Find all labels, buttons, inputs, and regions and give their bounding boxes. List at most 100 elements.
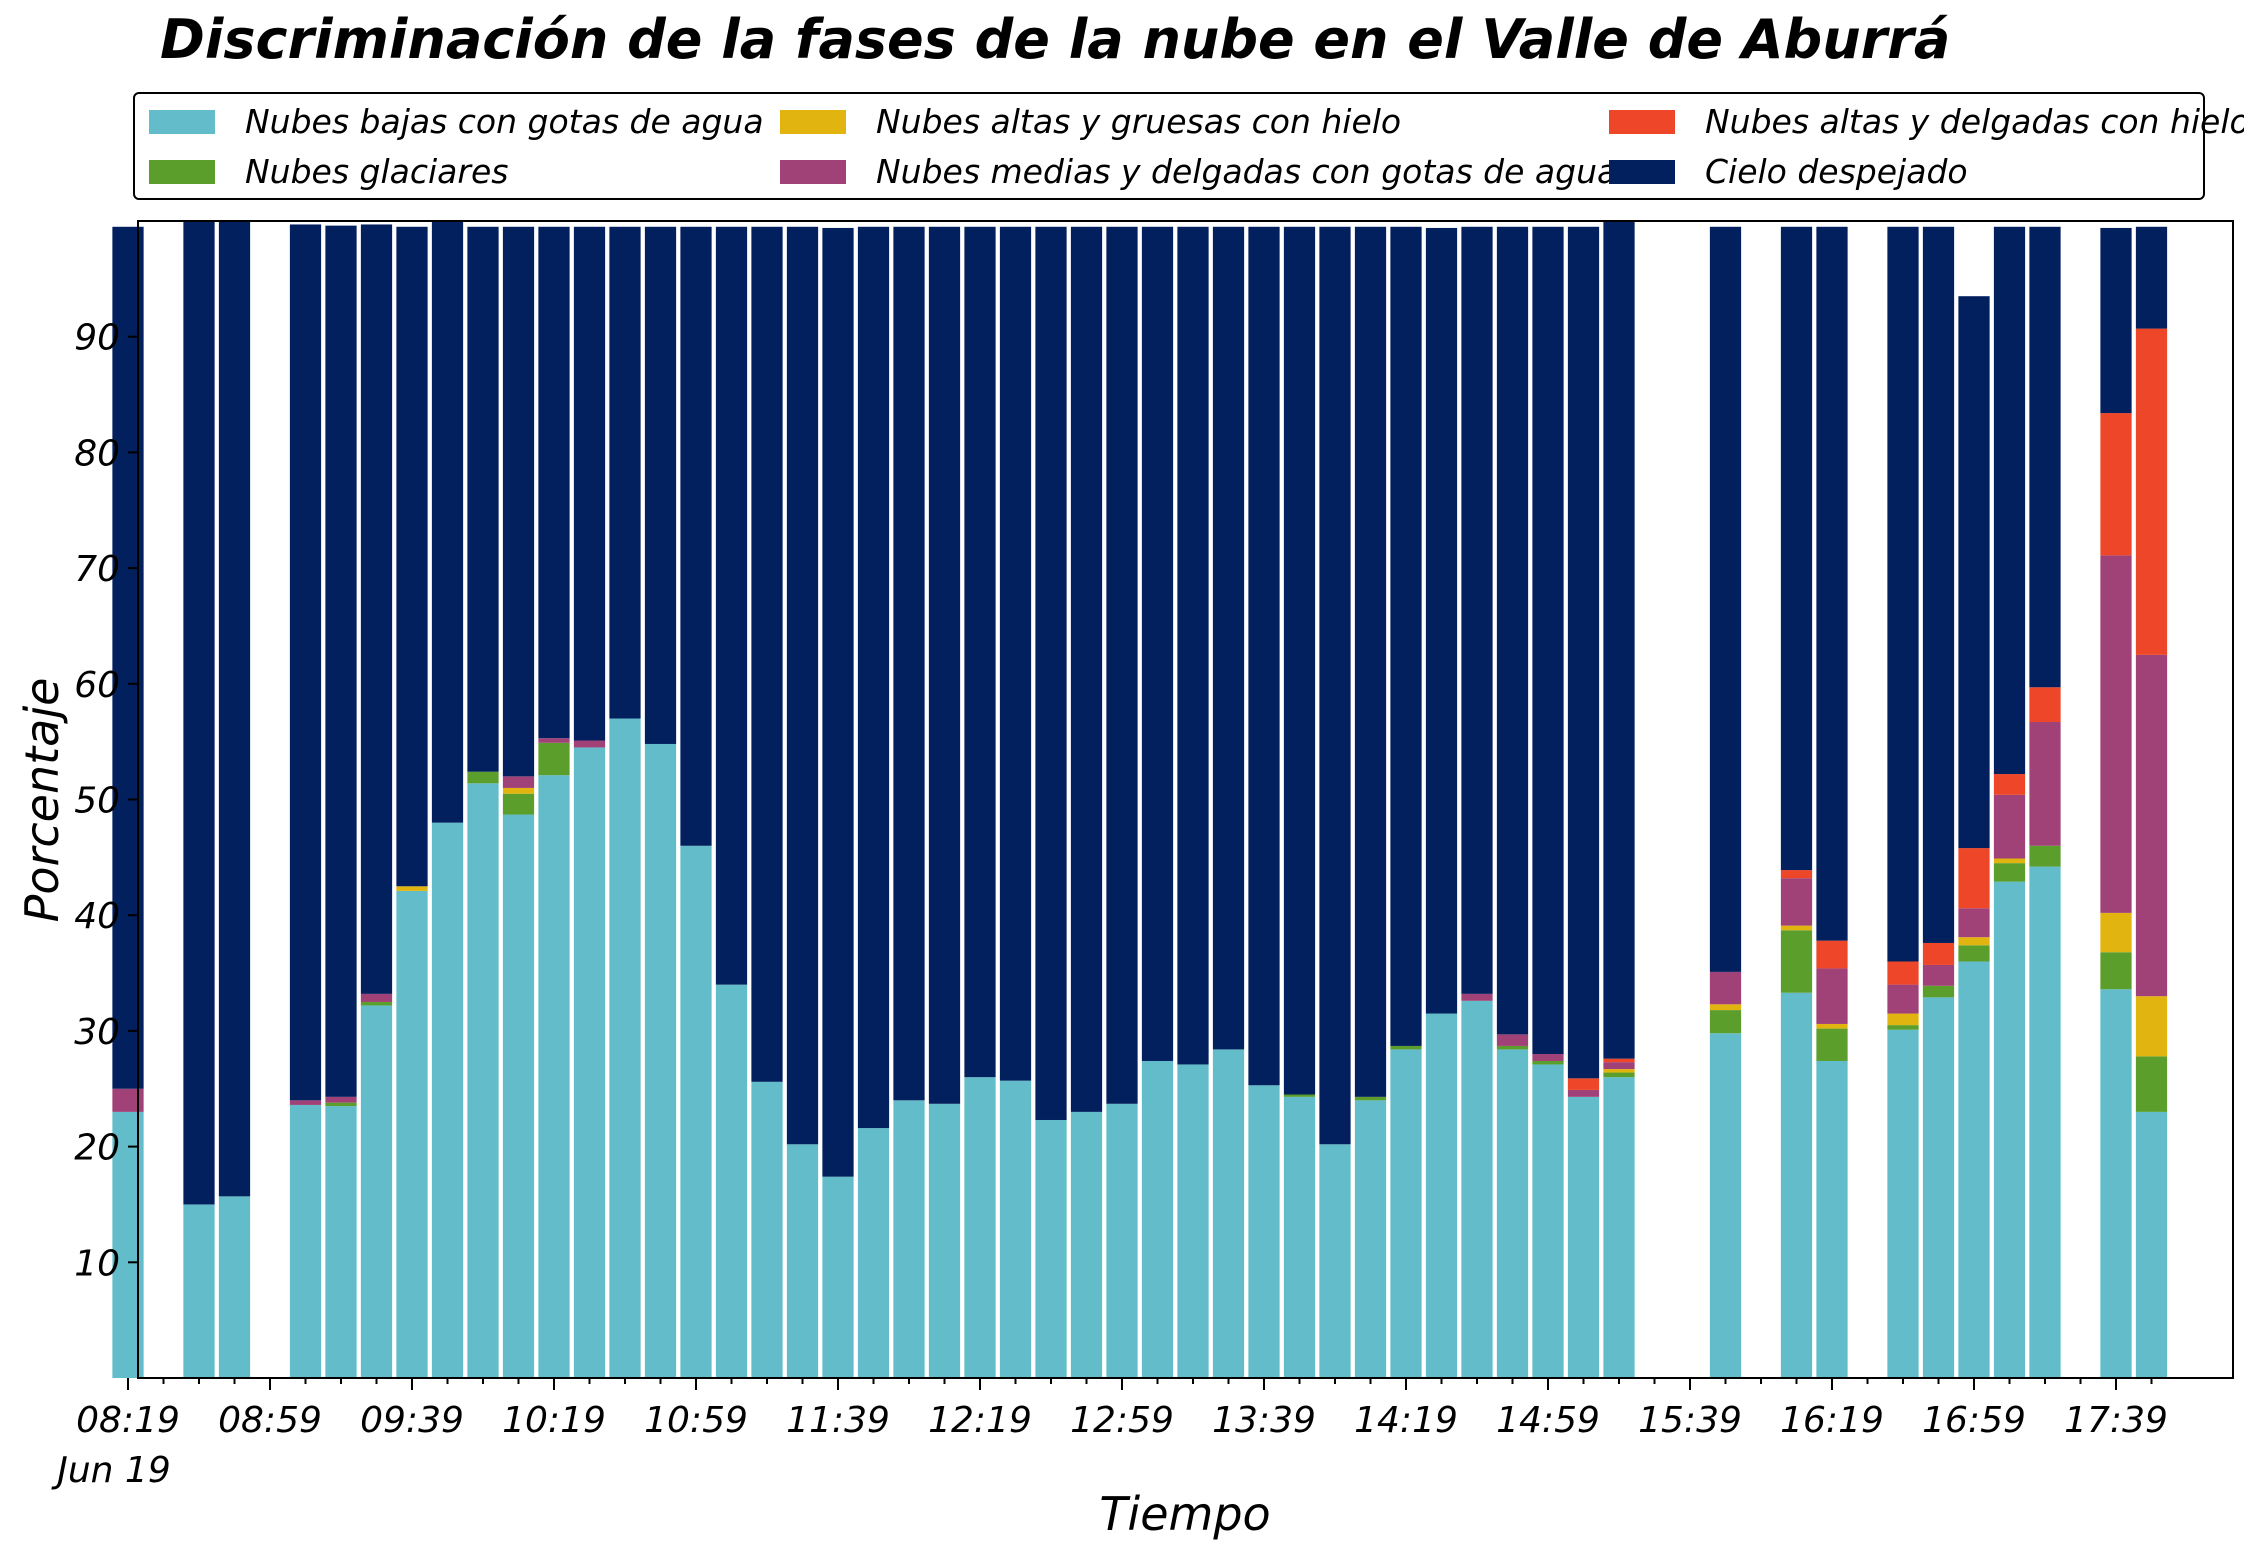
bar-segment: [2135, 654, 2168, 997]
legend-label: Cielo despejado: [1705, 152, 1968, 191]
bar-segment: [1390, 1045, 1422, 1050]
bar-segment: [1958, 937, 1990, 946]
bar-segment: [1354, 226, 1387, 1097]
bar-segment: [1922, 226, 1955, 943]
legend-swatch: [1609, 159, 1675, 184]
legend-label: Nubes glaciares: [245, 152, 509, 191]
bar-segment: [467, 226, 499, 772]
bar-segment: [431, 822, 464, 1378]
bar-segment: [2135, 226, 2168, 329]
bar-segment: [1816, 940, 1848, 969]
bar-segment: [1993, 794, 2026, 859]
bar-segment: [1709, 971, 1742, 1005]
bar-segment: [1567, 1096, 1600, 1378]
x-tick-label: 08:19: [76, 1400, 180, 1441]
bar-segment: [2100, 413, 2132, 556]
bar-segment: [1532, 1064, 1564, 1378]
x-tick-label: 17:39: [2064, 1400, 2168, 1441]
bar-segment: [1922, 997, 1955, 1378]
bar-segment: [1887, 1025, 1919, 1030]
bar-segment: [396, 226, 428, 887]
bar-segment: [1780, 925, 1813, 931]
bar-segment: [1106, 1103, 1138, 1378]
bar-segment: [1603, 1077, 1635, 1378]
bar-segment: [893, 226, 925, 1101]
bar-segment: [1461, 993, 1493, 1001]
bar-segment: [1816, 1028, 1848, 1061]
bar-segment: [1070, 226, 1103, 1112]
y-tick-label: 60: [74, 665, 120, 706]
bar-segment: [360, 224, 393, 994]
bar-segment: [1283, 1094, 1316, 1097]
bar-segment: [1780, 992, 1813, 1378]
bar-segment: [2135, 996, 2168, 1057]
x-tick-label: 10:59: [644, 1400, 748, 1441]
bar-segment: [893, 1100, 925, 1378]
bar-segment: [822, 227, 854, 1177]
bar-segment: [928, 1103, 961, 1378]
bar-segment: [1390, 226, 1422, 1046]
bar-segment: [1993, 863, 2026, 882]
bar-segment: [751, 226, 783, 1082]
bar-segment: [2029, 866, 2061, 1378]
bar-segment: [1709, 1033, 1742, 1378]
bar-segment: [2029, 845, 2061, 867]
bar-segment: [1461, 226, 1493, 994]
bar-segment: [1248, 1085, 1280, 1378]
x-tick-label: 08:59: [218, 1400, 322, 1441]
legend-label: Nubes medias y delgadas con gotas de agu…: [876, 152, 1618, 191]
bar-segment: [1603, 221, 1635, 1059]
bar-segment: [1496, 226, 1529, 1035]
bar-segment: [822, 1176, 854, 1378]
bar-segment: [1958, 848, 1990, 909]
x-tick-label: 13:39: [1212, 1400, 1316, 1441]
bar-segment: [325, 1102, 357, 1107]
bar-segment: [1709, 1004, 1742, 1011]
bar-segment: [325, 225, 357, 1097]
bar-segment: [2135, 1111, 2168, 1378]
bar-segment: [1816, 968, 1848, 1024]
bar-segment: [2029, 687, 2061, 722]
bar-segment: [538, 775, 570, 1378]
bar-segment: [2100, 952, 2132, 990]
bar-segment: [2135, 1056, 2168, 1112]
bar-segment: [680, 226, 712, 846]
bar-segment: [999, 1080, 1032, 1378]
bar-segment: [1922, 942, 1955, 965]
bar-segment: [538, 738, 570, 743]
bar-segment: [1887, 1013, 1919, 1026]
bar-segment: [1993, 858, 2026, 864]
bar-segment: [715, 226, 748, 985]
bar-segment: [1887, 1029, 1919, 1378]
bar-segment: [2100, 555, 2132, 913]
bar-segment: [1958, 908, 1990, 938]
bar-segment: [360, 1001, 393, 1006]
bar-segment: [396, 886, 428, 891]
bar-segment: [1496, 1034, 1529, 1046]
bar-segment: [609, 226, 641, 719]
bar-segment: [1780, 226, 1813, 871]
bar-segment: [2029, 226, 2061, 688]
legend-item: Nubes altas y gruesas con hielo: [780, 102, 1401, 141]
y-tick-label: 70: [74, 549, 120, 590]
bar-segment: [1212, 1049, 1245, 1378]
bar-segment: [1922, 964, 1955, 986]
legend-item: Nubes bajas con gotas de agua: [149, 102, 764, 141]
bar-segment: [183, 1204, 215, 1378]
legend-item: Nubes altas y delgadas con hielo: [1609, 102, 2244, 141]
bar-segment: [1958, 945, 1990, 962]
y-tick-label: 90: [74, 318, 120, 359]
bar-segment: [1248, 226, 1280, 1086]
bar-segment: [644, 226, 677, 744]
x-tick-label: 12:59: [1070, 1400, 1174, 1441]
x-axis-label: Tiempo: [1099, 1487, 1270, 1541]
bar-segment: [360, 993, 393, 1002]
bar-segment: [1567, 226, 1600, 1079]
bar-segment: [2100, 912, 2132, 953]
bar-segment: [183, 221, 215, 1205]
chart-title: Discriminación de la fases de la nube en…: [160, 8, 1951, 71]
legend-swatch: [780, 109, 846, 134]
bar-segment: [289, 1100, 322, 1105]
legend-label: Nubes altas y delgadas con hielo: [1705, 102, 2244, 141]
bar-segment: [502, 814, 535, 1378]
